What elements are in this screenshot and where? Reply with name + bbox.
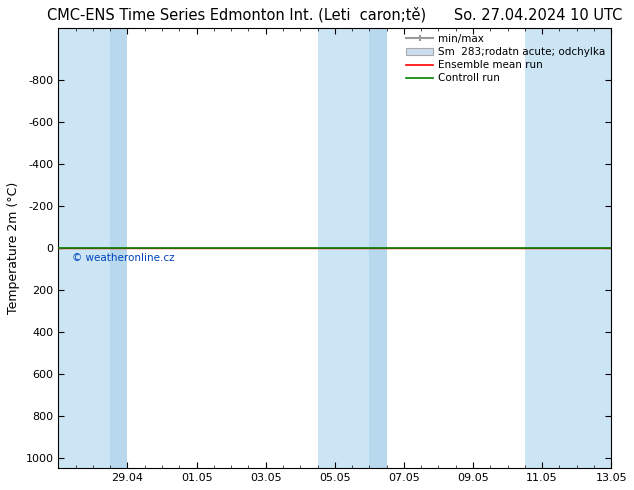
Bar — [110, 28, 127, 468]
Text: © weatheronline.cz: © weatheronline.cz — [72, 253, 175, 263]
Legend: min/max, Sm  283;rodatn acute; odchylka, Ensemble mean run, Controll run: min/max, Sm 283;rodatn acute; odchylka, … — [403, 30, 609, 88]
Bar — [58, 28, 110, 468]
Bar — [318, 28, 370, 468]
Bar — [370, 28, 387, 468]
Bar — [525, 28, 611, 468]
Title: CMC-ENS Time Series Edmonton Int. (Leti  caron;tě)      So. 27.04.2024 10 UTC: CMC-ENS Time Series Edmonton Int. (Leti … — [47, 7, 623, 23]
Y-axis label: Temperature 2m (°C): Temperature 2m (°C) — [7, 182, 20, 314]
